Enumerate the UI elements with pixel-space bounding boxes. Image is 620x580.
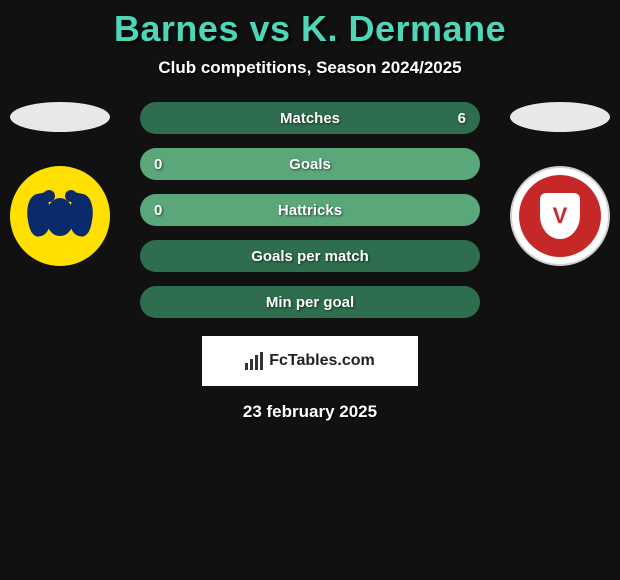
stat-label: Min per goal bbox=[186, 294, 434, 311]
main-row: Matches60Goals0HattricksGoals per matchM… bbox=[0, 102, 620, 318]
footer-brand-text: FcTables.com bbox=[269, 352, 375, 370]
comparison-card: Barnes vs K. Dermane Club competitions, … bbox=[0, 0, 620, 422]
stat-label: Goals per match bbox=[186, 248, 434, 265]
kvk-letter: V bbox=[553, 205, 568, 227]
stat-row-hattricks: 0Hattricks bbox=[140, 194, 480, 226]
stats-column: Matches60Goals0HattricksGoals per matchM… bbox=[140, 102, 480, 318]
bar-chart-icon bbox=[245, 352, 263, 370]
stat-label: Matches bbox=[186, 110, 434, 127]
right-player-photo-placeholder bbox=[510, 102, 610, 132]
right-club-badge: V bbox=[510, 166, 610, 266]
stat-right-value: 6 bbox=[434, 110, 466, 127]
kvk-shield-icon: V bbox=[540, 193, 580, 239]
stvv-eagle-icon bbox=[25, 186, 95, 246]
stat-row-goals-per-match: Goals per match bbox=[140, 240, 480, 272]
stat-row-min-per-goal: Min per goal bbox=[140, 286, 480, 318]
footer-brand-box: FcTables.com bbox=[202, 336, 418, 386]
stat-left-value: 0 bbox=[154, 202, 186, 219]
left-club-badge bbox=[10, 166, 110, 266]
subtitle: Club competitions, Season 2024/2025 bbox=[0, 58, 620, 78]
date-text: 23 february 2025 bbox=[0, 402, 620, 422]
stat-label: Hattricks bbox=[186, 202, 434, 219]
kvk-ring-icon: V bbox=[519, 175, 601, 257]
stat-row-goals: 0Goals bbox=[140, 148, 480, 180]
right-player-column: V bbox=[500, 102, 620, 266]
stat-row-matches: Matches6 bbox=[140, 102, 480, 134]
stat-label: Goals bbox=[186, 156, 434, 173]
left-player-column bbox=[0, 102, 120, 266]
page-title: Barnes vs K. Dermane bbox=[0, 8, 620, 50]
stat-left-value: 0 bbox=[154, 156, 186, 173]
left-player-photo-placeholder bbox=[10, 102, 110, 132]
